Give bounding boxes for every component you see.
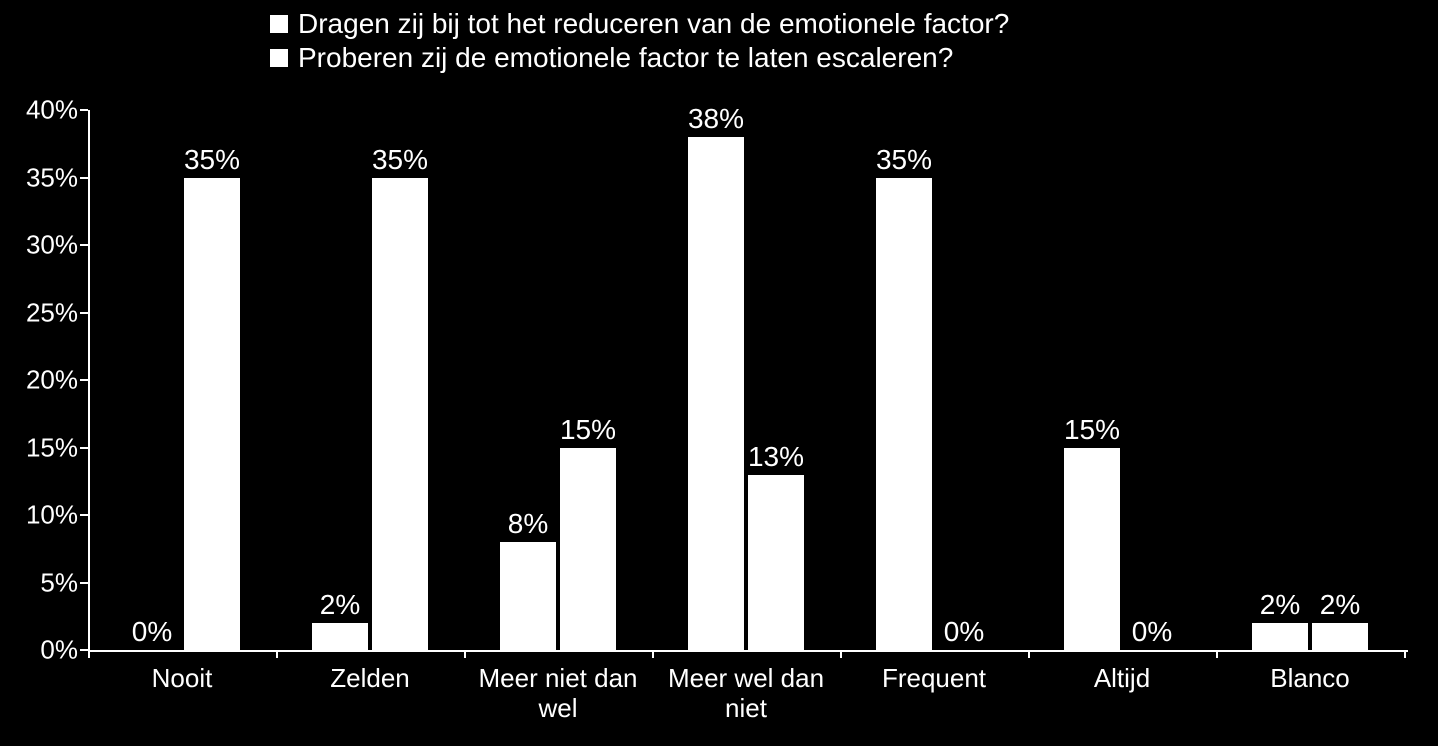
x-tick-label: Blanco [1220,664,1400,694]
plot-area: 0%35%2%35%8%15%38%13%35%0%15%0%2%2% [88,110,1408,650]
legend-label-0: Dragen zij bij tot het reduceren van de … [298,8,1009,40]
x-tick-label: Altijd [1032,664,1212,694]
x-tick-mark [276,650,278,658]
y-tick-label: 5% [40,567,78,598]
legend-item-1: Proberen zij de emotionele factor te lat… [270,42,1009,74]
bar-chart: Dragen zij bij tot het reduceren van de … [0,0,1438,746]
x-tick-mark [652,650,654,658]
bar-value-label: 35% [184,144,240,176]
bar-value-label: 35% [372,144,428,176]
y-tick-label: 35% [26,162,78,193]
x-tick-label: Frequent [844,664,1024,694]
bar-value-label: 2% [1320,589,1360,621]
y-tick-mark [80,649,88,651]
bar-value-label: 13% [748,441,804,473]
bar-value-label: 0% [1132,616,1172,648]
legend-item-0: Dragen zij bij tot het reduceren van de … [270,8,1009,40]
bar [1252,623,1308,650]
y-tick-label: 10% [26,500,78,531]
x-tick-mark [464,650,466,658]
legend: Dragen zij bij tot het reduceren van de … [270,8,1009,76]
legend-marker-icon [270,15,288,33]
bar-value-label: 38% [688,103,744,135]
bar [1064,448,1120,651]
y-tick-label: 20% [26,365,78,396]
y-tick-label: 15% [26,432,78,463]
y-tick-mark [80,582,88,584]
bar [748,475,804,651]
bar-value-label: 15% [1064,414,1120,446]
bar [560,448,616,651]
bar [1312,623,1368,650]
y-tick-mark [80,109,88,111]
x-tick-label: Nooit [92,664,272,694]
y-tick-mark [80,379,88,381]
y-tick-mark [80,244,88,246]
bar [312,623,368,650]
y-axis: 0%5%10%15%20%25%30%35%40% [0,110,88,650]
bar-value-label: 35% [876,144,932,176]
bar-value-label: 2% [320,589,360,621]
bar-value-label: 0% [944,616,984,648]
y-tick-label: 30% [26,230,78,261]
x-axis: Nooit Zelden Meer niet dan welMeer wel dan… [88,660,1408,740]
bar [688,137,744,650]
x-tick-mark [840,650,842,658]
bar-value-label: 2% [1260,589,1300,621]
x-tick-mark [1028,650,1030,658]
y-tick-label: 40% [26,95,78,126]
bar-value-label: 15% [560,414,616,446]
bar [876,178,932,651]
bar [500,542,556,650]
legend-label-1: Proberen zij de emotionele factor te lat… [298,42,953,74]
x-tick-label: Meer wel dan niet [656,664,836,724]
x-tick-mark [88,650,90,658]
y-tick-mark [80,514,88,516]
x-axis-line [88,650,1408,652]
bar-value-label: 8% [508,508,548,540]
y-tick-mark [80,177,88,179]
bar [372,178,428,651]
x-tick-mark [1404,650,1406,658]
x-tick-label: Zelden [280,664,460,694]
y-tick-mark [80,312,88,314]
y-tick-mark [80,447,88,449]
y-tick-label: 25% [26,297,78,328]
x-tick-mark [1216,650,1218,658]
legend-marker-icon [270,49,288,67]
bar-value-label: 0% [132,616,172,648]
bar [184,178,240,651]
y-tick-label: 0% [40,635,78,666]
x-tick-label: Meer niet dan wel [468,664,648,724]
